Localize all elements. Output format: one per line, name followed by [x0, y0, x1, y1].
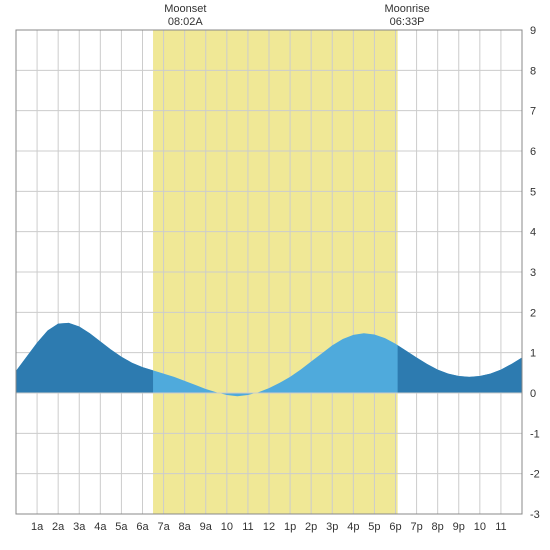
y-tick-label: 9: [530, 25, 536, 37]
y-tick-label: -2: [530, 469, 540, 481]
annotation-title: Moonset: [164, 3, 206, 15]
y-tick-label: 4: [530, 227, 536, 239]
x-tick-label: 11: [242, 521, 253, 533]
x-tick-label: 6a: [136, 521, 149, 533]
annotation-time: 06:33P: [390, 16, 425, 28]
x-tick-label: 10: [221, 521, 233, 533]
y-tick-label: 1: [530, 348, 536, 360]
annotation-time: 08:02A: [168, 16, 204, 28]
y-tick-label: 3: [530, 267, 536, 279]
chart-svg: 1a2a3a4a5a6a7a8a9a1011121p2p3p4p5p6p7p8p…: [0, 0, 550, 550]
y-tick-label: -3: [530, 509, 540, 521]
x-tick-label: 12: [263, 521, 275, 533]
y-tick-label: 7: [530, 106, 536, 118]
x-tick-label: 2p: [305, 521, 317, 533]
x-tick-label: 9a: [200, 521, 213, 533]
x-tick-label: 5a: [115, 521, 128, 533]
annotation-title: Moonrise: [384, 3, 429, 15]
y-tick-label: 8: [530, 65, 536, 77]
x-tick-label: 5p: [368, 521, 380, 533]
y-tick-label: -1: [530, 428, 540, 440]
x-tick-label: 6p: [389, 521, 401, 533]
x-tick-label: 11: [495, 521, 506, 533]
x-tick-label: 4p: [347, 521, 359, 533]
x-tick-label: 1a: [31, 521, 44, 533]
x-tick-label: 3p: [326, 521, 338, 533]
tide-chart: 1a2a3a4a5a6a7a8a9a1011121p2p3p4p5p6p7p8p…: [0, 0, 550, 550]
x-tick-label: 1p: [284, 521, 296, 533]
y-tick-label: 5: [530, 186, 536, 198]
x-tick-label: 2a: [52, 521, 65, 533]
y-tick-label: 2: [530, 307, 536, 319]
y-tick-label: 0: [530, 388, 536, 400]
x-tick-label: 10: [474, 521, 486, 533]
x-tick-label: 7p: [410, 521, 422, 533]
x-tick-label: 8a: [179, 521, 192, 533]
y-tick-label: 6: [530, 146, 536, 158]
x-tick-label: 7a: [157, 521, 170, 533]
x-tick-label: 4a: [94, 521, 107, 533]
x-tick-label: 8p: [432, 521, 444, 533]
x-tick-label: 9p: [453, 521, 465, 533]
x-tick-label: 3a: [73, 521, 86, 533]
